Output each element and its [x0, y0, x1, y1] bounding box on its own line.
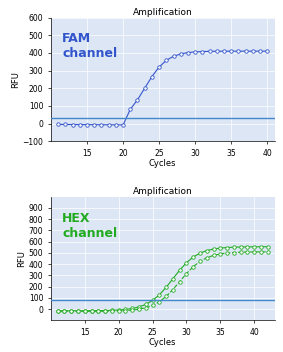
Title: Amplification: Amplification: [133, 8, 193, 17]
Text: FAM
channel: FAM channel: [62, 32, 117, 61]
Title: Amplification: Amplification: [133, 187, 193, 196]
Y-axis label: RFU: RFU: [11, 71, 20, 88]
X-axis label: Cycles: Cycles: [149, 159, 177, 168]
Y-axis label: RFU: RFU: [17, 250, 26, 267]
Text: HEX
channel: HEX channel: [62, 212, 117, 240]
X-axis label: Cycles: Cycles: [149, 338, 177, 347]
